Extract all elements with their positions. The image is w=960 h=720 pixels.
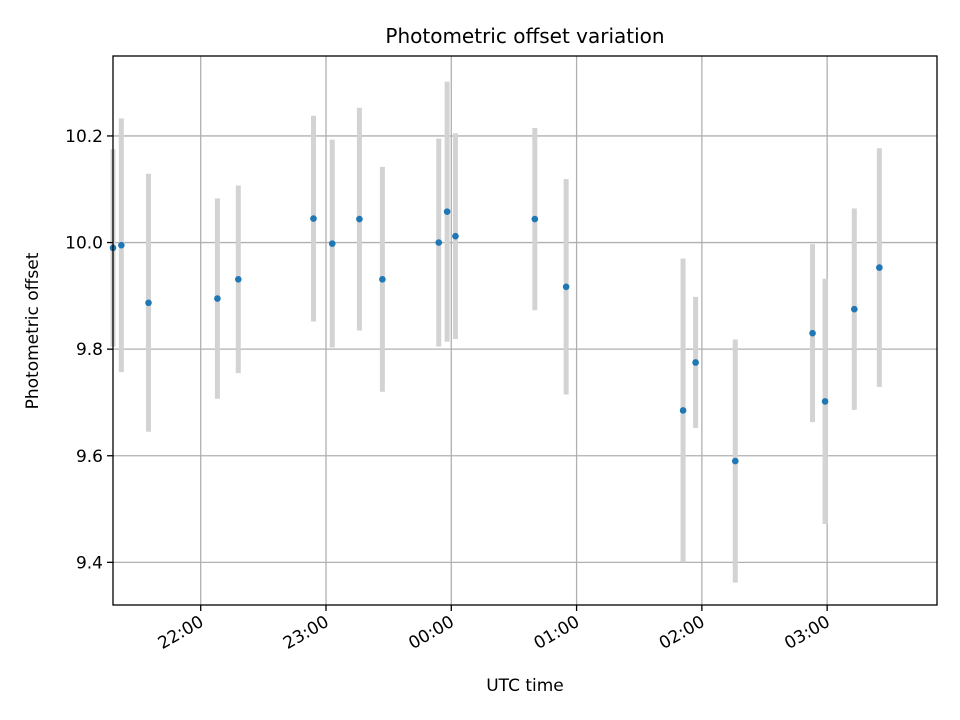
x-tick-label: 23:00 bbox=[280, 612, 332, 654]
data-point bbox=[435, 239, 443, 246]
data-points bbox=[109, 208, 883, 465]
x-axis-label: UTC time bbox=[486, 676, 564, 696]
x-tick-label: 02:00 bbox=[656, 612, 708, 654]
data-point bbox=[531, 215, 539, 223]
data-point bbox=[379, 276, 386, 283]
y-tick-label: 9.6 bbox=[76, 447, 103, 467]
plot-frame bbox=[112, 55, 938, 606]
data-point bbox=[821, 398, 829, 405]
data-point bbox=[234, 276, 242, 283]
data-point bbox=[328, 240, 336, 247]
y-tick-label: 9.4 bbox=[76, 553, 103, 573]
x-tick-label: 22:00 bbox=[155, 612, 207, 654]
chart-title: Photometric offset variation bbox=[385, 24, 664, 48]
error-bars bbox=[110, 81, 882, 583]
grid bbox=[113, 56, 937, 605]
x-tick-label: 01:00 bbox=[531, 612, 583, 654]
data-point bbox=[452, 232, 459, 240]
x-tick-label: 03:00 bbox=[781, 612, 833, 654]
data-point bbox=[851, 305, 858, 313]
data-point bbox=[731, 457, 739, 465]
y-tick-label: 10.0 bbox=[65, 234, 103, 254]
data-point bbox=[145, 299, 152, 307]
data-point bbox=[809, 329, 816, 337]
data-point bbox=[214, 295, 221, 302]
x-tick-label: 00:00 bbox=[405, 612, 457, 654]
data-point bbox=[692, 359, 699, 366]
data-point bbox=[356, 215, 363, 223]
y-tick-label: 10.2 bbox=[65, 127, 103, 147]
data-point bbox=[443, 208, 451, 215]
data-point bbox=[310, 215, 317, 222]
y-tick-label: 9.8 bbox=[76, 340, 103, 360]
data-point bbox=[562, 283, 570, 291]
data-point bbox=[876, 264, 883, 271]
data-point bbox=[118, 241, 125, 249]
data-point bbox=[679, 407, 687, 414]
y-axis-label: Photometric offset bbox=[23, 252, 43, 409]
